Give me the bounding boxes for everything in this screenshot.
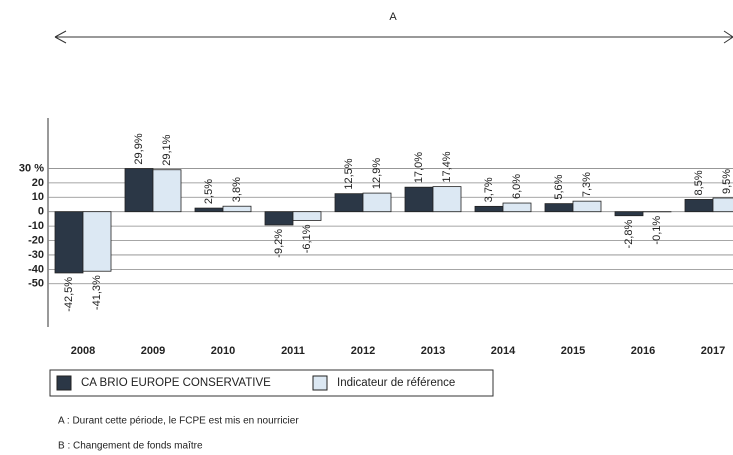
note: B : Changement de fonds maître xyxy=(58,441,203,452)
value-label: 17,0% xyxy=(413,152,425,183)
note: A : Durant cette période, le FCPE est mi… xyxy=(58,416,299,427)
value-label: 9,5% xyxy=(721,169,733,194)
y-tick-label: 20 xyxy=(32,177,44,189)
bar xyxy=(474,205,504,213)
value-label: 3,8% xyxy=(231,177,243,202)
x-tick-label: 2016 xyxy=(631,345,655,357)
x-tick-label: 2009 xyxy=(141,345,165,357)
bar xyxy=(614,211,644,217)
arrow-head xyxy=(723,30,733,44)
x-tick-label: 2014 xyxy=(491,345,516,357)
bar xyxy=(334,193,364,213)
value-label: 8,5% xyxy=(693,170,705,195)
bar xyxy=(82,211,112,272)
value-label: 7,3% xyxy=(581,172,593,197)
legend-label: CA BRIO EUROPE CONSERVATIVE xyxy=(81,377,271,389)
legend-label: Indicateur de référence xyxy=(337,377,455,389)
x-tick-label: 2011 xyxy=(281,345,305,357)
legend-swatch xyxy=(56,375,72,391)
legend-swatch xyxy=(312,375,328,391)
bar xyxy=(292,211,322,221)
y-tick-label: 0 xyxy=(38,206,44,218)
bar xyxy=(404,186,434,213)
value-label: 29,1% xyxy=(161,134,173,165)
value-label: 5,6% xyxy=(553,174,565,199)
legend-box xyxy=(49,369,494,397)
value-label: 12,9% xyxy=(371,158,383,189)
period-label: A xyxy=(389,11,397,23)
value-label: 17,4% xyxy=(441,151,453,182)
bar xyxy=(432,186,462,213)
value-label: -2,8% xyxy=(623,220,635,249)
bar xyxy=(684,199,714,213)
x-tick-label: 2015 xyxy=(561,345,585,357)
x-tick-label: 2012 xyxy=(351,345,375,357)
value-label: 12,5% xyxy=(343,158,355,189)
x-tick-label: 2008 xyxy=(71,345,95,357)
bar xyxy=(152,169,182,213)
value-label: -9,2% xyxy=(273,229,285,258)
value-label: -41,3% xyxy=(91,275,103,310)
value-label: 2,5% xyxy=(203,179,215,204)
arrow-head xyxy=(54,30,67,44)
bar xyxy=(264,211,294,226)
bar xyxy=(194,207,224,213)
value-label: 29,9% xyxy=(133,133,145,164)
bar xyxy=(572,200,602,213)
bar xyxy=(222,205,252,213)
bar xyxy=(712,197,733,213)
x-tick-label: 2010 xyxy=(211,345,235,357)
x-tick-label: 2013 xyxy=(421,345,445,357)
bar xyxy=(124,168,154,213)
y-tick-label: 10 xyxy=(32,191,44,203)
y-tick-label: -10 xyxy=(28,220,44,232)
x-tick-label: 2017 xyxy=(701,345,725,357)
y-tick-label: 30 % xyxy=(19,162,44,174)
bar xyxy=(362,192,392,213)
y-tick-label: -40 xyxy=(28,263,44,275)
y-tick-label: -50 xyxy=(28,278,44,290)
bar xyxy=(54,211,84,274)
bar xyxy=(502,202,532,213)
value-label: 3,7% xyxy=(483,177,495,202)
y-tick-label: -20 xyxy=(28,234,44,246)
value-label: -6,1% xyxy=(301,224,313,253)
y-tick-label: -30 xyxy=(28,249,44,261)
bar xyxy=(544,203,574,213)
value-label: 6,0% xyxy=(511,174,523,199)
value-label: -0,1% xyxy=(651,216,663,245)
value-label: -42,5% xyxy=(63,277,75,312)
